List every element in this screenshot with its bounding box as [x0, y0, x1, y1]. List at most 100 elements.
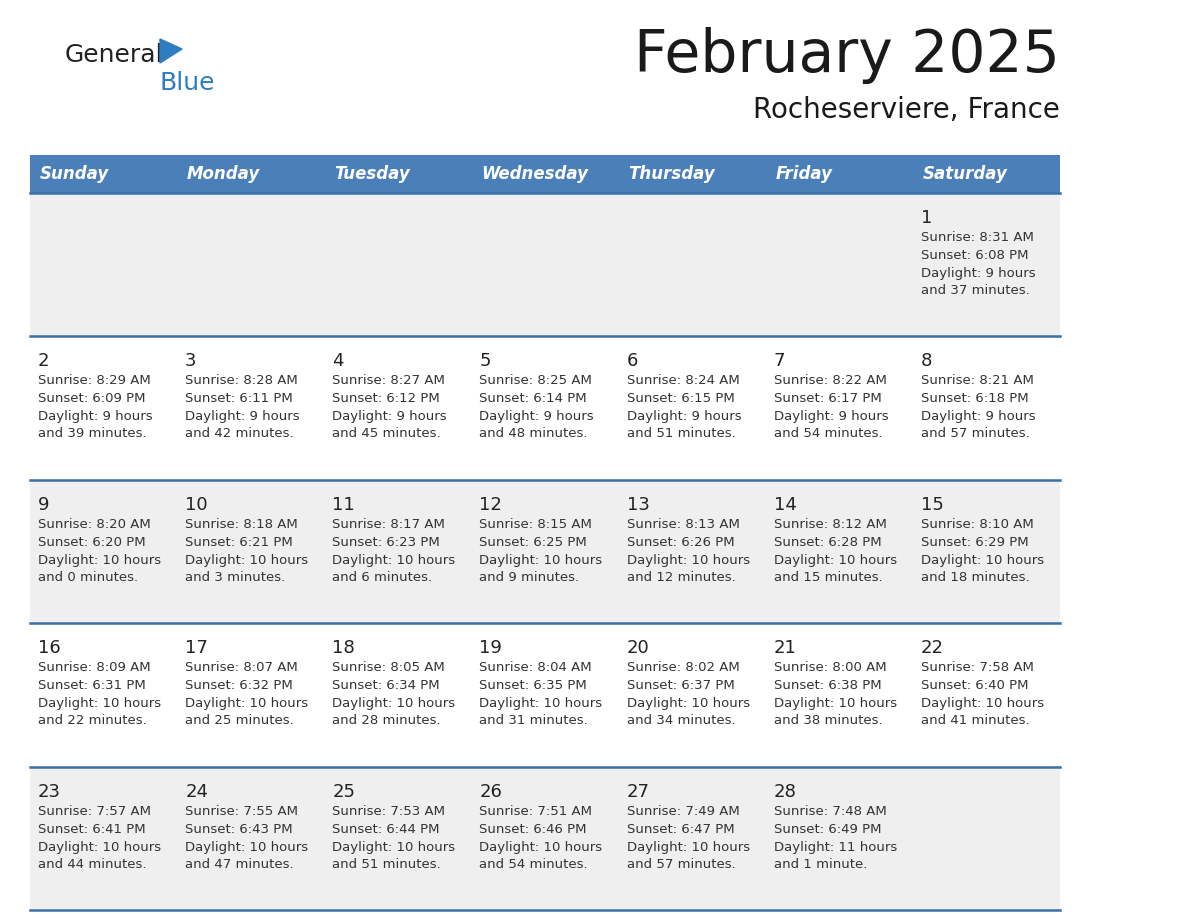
Text: Sunrise: 7:55 AM: Sunrise: 7:55 AM — [185, 804, 298, 818]
Text: Sunset: 6:47 PM: Sunset: 6:47 PM — [626, 823, 734, 835]
Text: Sunrise: 8:28 AM: Sunrise: 8:28 AM — [185, 375, 298, 387]
Text: Sunrise: 8:05 AM: Sunrise: 8:05 AM — [333, 661, 446, 674]
Text: Sunrise: 8:24 AM: Sunrise: 8:24 AM — [626, 375, 739, 387]
Text: Daylight: 9 hours: Daylight: 9 hours — [773, 410, 889, 423]
Text: Sunrise: 8:20 AM: Sunrise: 8:20 AM — [38, 518, 151, 531]
Text: 13: 13 — [626, 496, 650, 514]
Text: Sunset: 6:15 PM: Sunset: 6:15 PM — [626, 392, 734, 406]
Text: 26: 26 — [480, 783, 503, 800]
Text: Sunrise: 8:29 AM: Sunrise: 8:29 AM — [38, 375, 151, 387]
Text: Sunset: 6:46 PM: Sunset: 6:46 PM — [480, 823, 587, 835]
Text: and 41 minutes.: and 41 minutes. — [921, 714, 1030, 727]
Text: February 2025: February 2025 — [634, 27, 1060, 84]
Text: 25: 25 — [333, 783, 355, 800]
Text: Sunrise: 8:17 AM: Sunrise: 8:17 AM — [333, 518, 446, 531]
Text: Sunset: 6:17 PM: Sunset: 6:17 PM — [773, 392, 881, 406]
Text: Sunrise: 8:25 AM: Sunrise: 8:25 AM — [480, 375, 593, 387]
Text: 23: 23 — [38, 783, 61, 800]
Text: and 9 minutes.: and 9 minutes. — [480, 571, 580, 584]
Text: Sunset: 6:25 PM: Sunset: 6:25 PM — [480, 536, 587, 549]
Bar — [30, 767, 1060, 910]
Text: 28: 28 — [773, 783, 797, 800]
Text: and 42 minutes.: and 42 minutes. — [185, 428, 293, 441]
Text: 18: 18 — [333, 639, 355, 657]
Text: 17: 17 — [185, 639, 208, 657]
Text: Daylight: 10 hours: Daylight: 10 hours — [185, 554, 308, 566]
Text: Daylight: 9 hours: Daylight: 9 hours — [921, 410, 1036, 423]
Text: 2: 2 — [38, 353, 50, 370]
Text: Sunset: 6:32 PM: Sunset: 6:32 PM — [185, 679, 293, 692]
Text: Friday: Friday — [776, 165, 833, 183]
Text: Rocheserviere, France: Rocheserviere, France — [753, 96, 1060, 124]
Text: Daylight: 10 hours: Daylight: 10 hours — [921, 554, 1044, 566]
Text: Sunrise: 8:31 AM: Sunrise: 8:31 AM — [921, 231, 1034, 244]
Text: and 25 minutes.: and 25 minutes. — [185, 714, 293, 727]
Text: Sunset: 6:35 PM: Sunset: 6:35 PM — [480, 679, 587, 692]
Text: Sunset: 6:20 PM: Sunset: 6:20 PM — [38, 536, 146, 549]
Text: Sunset: 6:31 PM: Sunset: 6:31 PM — [38, 679, 146, 692]
Text: Tuesday: Tuesday — [334, 165, 410, 183]
Text: Daylight: 10 hours: Daylight: 10 hours — [626, 841, 750, 854]
Text: Daylight: 10 hours: Daylight: 10 hours — [185, 841, 308, 854]
Text: Sunrise: 8:02 AM: Sunrise: 8:02 AM — [626, 661, 739, 674]
Text: 7: 7 — [773, 353, 785, 370]
Text: Sunset: 6:09 PM: Sunset: 6:09 PM — [38, 392, 145, 406]
Text: Sunrise: 8:27 AM: Sunrise: 8:27 AM — [333, 375, 446, 387]
Text: 9: 9 — [38, 496, 50, 514]
Text: Daylight: 9 hours: Daylight: 9 hours — [185, 410, 299, 423]
Text: 16: 16 — [38, 639, 61, 657]
Text: and 18 minutes.: and 18 minutes. — [921, 571, 1030, 584]
Text: Daylight: 10 hours: Daylight: 10 hours — [626, 697, 750, 711]
Text: and 31 minutes.: and 31 minutes. — [480, 714, 588, 727]
Text: Sunset: 6:23 PM: Sunset: 6:23 PM — [333, 536, 440, 549]
Text: Sunrise: 7:48 AM: Sunrise: 7:48 AM — [773, 804, 886, 818]
Text: Sunset: 6:11 PM: Sunset: 6:11 PM — [185, 392, 293, 406]
Text: Sunrise: 7:53 AM: Sunrise: 7:53 AM — [333, 804, 446, 818]
Text: Monday: Monday — [188, 165, 260, 183]
Text: 5: 5 — [480, 353, 491, 370]
Text: Daylight: 11 hours: Daylight: 11 hours — [773, 841, 897, 854]
Text: and 51 minutes.: and 51 minutes. — [333, 857, 441, 870]
Text: Sunset: 6:08 PM: Sunset: 6:08 PM — [921, 249, 1029, 262]
Text: Daylight: 9 hours: Daylight: 9 hours — [626, 410, 741, 423]
Text: Daylight: 9 hours: Daylight: 9 hours — [921, 267, 1036, 280]
Text: and 51 minutes.: and 51 minutes. — [626, 428, 735, 441]
Text: 3: 3 — [185, 353, 197, 370]
Text: 4: 4 — [333, 353, 343, 370]
Text: and 54 minutes.: and 54 minutes. — [773, 428, 883, 441]
Text: Daylight: 10 hours: Daylight: 10 hours — [333, 841, 455, 854]
Text: Sunset: 6:18 PM: Sunset: 6:18 PM — [921, 392, 1029, 406]
Text: 14: 14 — [773, 496, 797, 514]
Text: Sunset: 6:44 PM: Sunset: 6:44 PM — [333, 823, 440, 835]
Text: and 54 minutes.: and 54 minutes. — [480, 857, 588, 870]
Text: and 44 minutes.: and 44 minutes. — [38, 857, 146, 870]
Text: Thursday: Thursday — [628, 165, 715, 183]
Text: 15: 15 — [921, 496, 943, 514]
Text: 22: 22 — [921, 639, 943, 657]
Text: Sunrise: 8:22 AM: Sunrise: 8:22 AM — [773, 375, 886, 387]
Text: and 34 minutes.: and 34 minutes. — [626, 714, 735, 727]
Text: and 47 minutes.: and 47 minutes. — [185, 857, 293, 870]
Text: Daylight: 9 hours: Daylight: 9 hours — [38, 410, 152, 423]
Text: Daylight: 10 hours: Daylight: 10 hours — [38, 554, 162, 566]
Text: Sunset: 6:41 PM: Sunset: 6:41 PM — [38, 823, 146, 835]
Text: Sunrise: 8:07 AM: Sunrise: 8:07 AM — [185, 661, 298, 674]
Text: and 1 minute.: and 1 minute. — [773, 857, 867, 870]
Text: and 15 minutes.: and 15 minutes. — [773, 571, 883, 584]
Text: Sunset: 6:14 PM: Sunset: 6:14 PM — [480, 392, 587, 406]
Text: Daylight: 10 hours: Daylight: 10 hours — [333, 697, 455, 711]
Text: Sunrise: 8:13 AM: Sunrise: 8:13 AM — [626, 518, 739, 531]
Text: and 48 minutes.: and 48 minutes. — [480, 428, 588, 441]
Text: Daylight: 10 hours: Daylight: 10 hours — [773, 697, 897, 711]
Text: Sunrise: 8:15 AM: Sunrise: 8:15 AM — [480, 518, 593, 531]
Text: Daylight: 10 hours: Daylight: 10 hours — [626, 554, 750, 566]
Text: and 3 minutes.: and 3 minutes. — [185, 571, 285, 584]
Text: Daylight: 10 hours: Daylight: 10 hours — [185, 697, 308, 711]
Text: Sunrise: 8:04 AM: Sunrise: 8:04 AM — [480, 661, 592, 674]
Text: Sunrise: 8:10 AM: Sunrise: 8:10 AM — [921, 518, 1034, 531]
Bar — [30, 336, 1060, 480]
Text: Sunrise: 8:18 AM: Sunrise: 8:18 AM — [185, 518, 298, 531]
Text: 27: 27 — [626, 783, 650, 800]
Text: and 39 minutes.: and 39 minutes. — [38, 428, 146, 441]
Text: Saturday: Saturday — [923, 165, 1007, 183]
